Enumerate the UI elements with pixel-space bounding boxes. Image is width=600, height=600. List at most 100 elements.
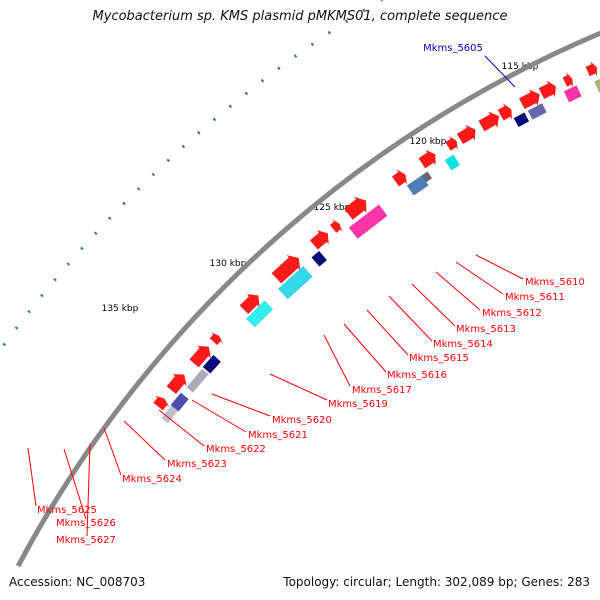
gene-feature (418, 149, 436, 169)
backbone-arc (15, 30, 600, 568)
gene-label: Mkms_5620 (272, 415, 332, 426)
gene-feature (518, 89, 540, 110)
label-leader-lines (27, 55, 524, 537)
scale-tick (293, 54, 298, 58)
scale-tick (14, 326, 19, 330)
gene-feature (478, 111, 500, 132)
gene-label: Mkms_5621 (248, 430, 308, 441)
scale-label: 115 kbp (502, 62, 539, 72)
label-leader (86, 443, 91, 537)
scale-label: 130 kbp (210, 259, 247, 269)
gene-feature (513, 112, 530, 128)
gene-label: Mkms_5619 (328, 399, 388, 410)
scale-tick (107, 216, 112, 221)
label-leader (435, 271, 481, 311)
gene-label: Mkms_5622 (206, 444, 266, 455)
scale-tick (122, 201, 126, 206)
gene-feature (585, 61, 598, 77)
gene-feature (456, 124, 476, 145)
scale-tick (166, 158, 171, 163)
gene-feature (153, 395, 170, 411)
label-leader (411, 283, 456, 327)
gene-label: Mkms_5616 (387, 370, 447, 381)
gene-labels: Mkms_5605 Mkms_5610 Mkms_5611 Mkms_5612 Mkms… (37, 43, 585, 546)
label-leader (455, 261, 504, 295)
label-leader (343, 323, 387, 373)
gene-feature (170, 392, 189, 412)
gene-label: Mkms_5615 (409, 353, 469, 364)
plasmid-backbone (15, 30, 600, 568)
scale-tick (2, 342, 7, 347)
scale-ticks (2, 0, 384, 347)
gene-feature (497, 103, 513, 121)
map-title: Mycobacterium sp. KMS plasmid pMKMS01, c… (92, 9, 508, 24)
scale-tick (344, 19, 349, 24)
gene-feature (348, 204, 388, 239)
accession-text: Accession: NC_008703 (9, 575, 146, 589)
gene-feature (166, 373, 187, 395)
gene-label: Mkms_5614 (433, 339, 493, 350)
gene-features (153, 61, 600, 424)
gene-label: Mkms_5624 (122, 474, 182, 485)
gene-feature (245, 300, 274, 328)
label-leader (388, 295, 433, 342)
gene-feature (329, 219, 343, 234)
gene-feature (562, 72, 574, 88)
gene-feature (277, 265, 313, 300)
scale-tick (327, 30, 332, 35)
scale-tick (197, 131, 201, 135)
gene-label: Mkms_5625 (37, 505, 97, 516)
label-leader (103, 427, 122, 476)
gene-feature (239, 293, 260, 315)
label-leader (269, 373, 328, 401)
scale-tick (40, 293, 44, 298)
gene-label: Mkms_5611 (505, 292, 565, 303)
label-leader (366, 309, 409, 356)
scale-tick (80, 246, 84, 251)
scale-tick (136, 187, 141, 191)
gene-feature (538, 80, 557, 100)
scale-tick (181, 144, 186, 149)
scale-tick (277, 66, 281, 71)
label-leader (63, 448, 87, 520)
scale-tick (260, 78, 265, 83)
gene-feature (444, 154, 461, 171)
gene-label: Mkms_5612 (482, 308, 542, 319)
gene-label: Mkms_5613 (456, 324, 516, 335)
scale-tick (228, 104, 232, 109)
gene-feature (189, 345, 212, 368)
scale-tick (212, 117, 217, 122)
label-leader (211, 393, 271, 417)
label-leader (484, 55, 516, 88)
scale-tick (151, 172, 156, 177)
label-leader (123, 420, 166, 461)
scale-label: 135 kbp (102, 304, 139, 314)
scale-labels: 115 kbp 120 kbp 125 kbp 130 kbp 135 kbp (102, 62, 539, 314)
gene-feature (311, 250, 328, 267)
label-leader (27, 447, 37, 507)
gene-feature (594, 78, 600, 93)
gene-feature (406, 175, 429, 196)
gene-label: Mkms_5605 (423, 43, 483, 54)
gene-feature (186, 368, 209, 393)
scale-label: 125 kbp (314, 203, 351, 213)
gene-label: Mkms_5626 (56, 518, 116, 529)
scale-tick (53, 277, 57, 282)
gene-feature (309, 229, 329, 250)
gene-feature (343, 196, 367, 220)
gene-label: Mkms_5623 (167, 459, 227, 470)
gene-feature (202, 354, 222, 374)
gene-feature (209, 332, 224, 346)
label-leader (158, 409, 205, 447)
gene-feature (563, 85, 582, 103)
scale-tick (310, 42, 315, 47)
scale-tick (244, 91, 249, 96)
scale-tick (93, 231, 98, 236)
gene-label: Mkms_5610 (525, 277, 585, 288)
topology-summary: Topology: circular; Length: 302,089 bp; … (283, 575, 590, 589)
scale-tick (362, 8, 366, 13)
label-leader (475, 254, 524, 280)
gene-label: Mkms_5617 (352, 385, 412, 396)
gene-feature (527, 103, 547, 120)
